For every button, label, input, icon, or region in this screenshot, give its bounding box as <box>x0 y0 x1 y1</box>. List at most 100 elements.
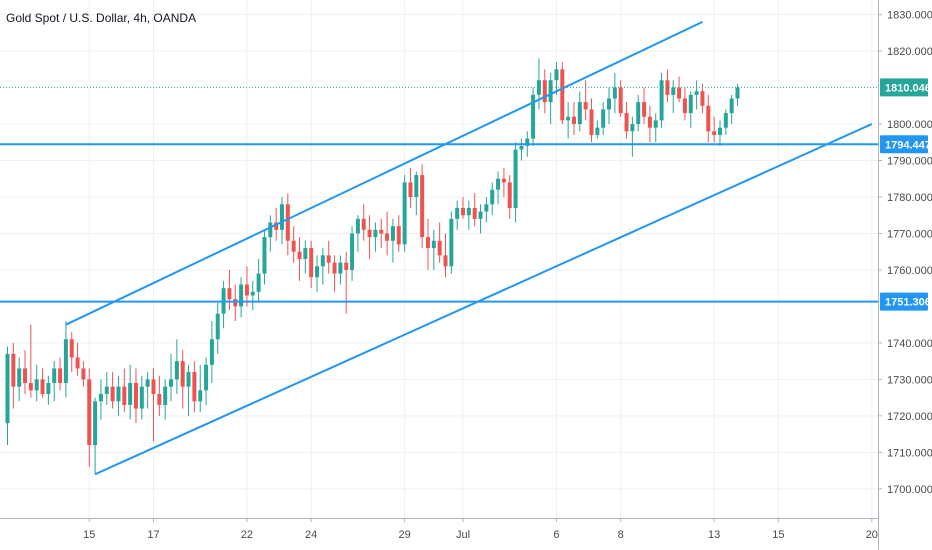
candle-body <box>361 218 366 230</box>
price-label-box <box>880 135 928 154</box>
price-tick-label: 1820.000 <box>887 46 932 58</box>
candle-body <box>104 386 109 394</box>
candle-body <box>204 364 209 391</box>
horizontal-lines <box>0 86 878 303</box>
candle-body <box>5 353 10 424</box>
time-tick-label: 13 <box>708 529 720 541</box>
candle-body <box>688 94 693 114</box>
candle-body <box>209 339 214 365</box>
candle-body <box>659 80 664 121</box>
candle-body <box>93 401 98 446</box>
candle-body <box>589 109 594 135</box>
candle-body <box>133 383 138 409</box>
candle-body <box>326 255 331 263</box>
candle-body <box>75 357 80 369</box>
price-label-text: 1810.046 <box>885 82 931 94</box>
candle-body <box>466 207 471 216</box>
candle-body <box>542 80 547 103</box>
candle-body <box>571 116 576 125</box>
time-tick-label: 24 <box>305 529 317 541</box>
candle-body <box>163 386 168 405</box>
candle-body <box>490 189 495 205</box>
candle-body <box>583 102 588 110</box>
candle-body <box>612 87 617 99</box>
candle-body <box>87 379 92 446</box>
candle-body <box>525 138 530 146</box>
candle-body <box>320 255 325 267</box>
candle-body <box>58 368 63 384</box>
time-axis[interactable]: 15 17 22 24 29 Jul 6 8 13 15 20 <box>0 518 878 541</box>
candle-body <box>472 207 477 219</box>
candle-body <box>455 207 460 219</box>
candle-body <box>624 113 629 132</box>
candle-body <box>665 80 670 95</box>
candle-body <box>17 368 22 387</box>
candle-body <box>700 91 705 106</box>
candle-body <box>40 379 45 394</box>
candle-body <box>315 266 320 278</box>
candle-body <box>227 288 232 300</box>
candle-body <box>169 379 174 387</box>
candle-body <box>192 372 197 402</box>
candle-body <box>682 98 687 114</box>
candle-body <box>262 237 267 274</box>
candle-body <box>355 218 360 234</box>
candle-body <box>706 105 711 132</box>
price-tick-label: 1720.000 <box>887 411 932 423</box>
candle-body <box>414 175 419 197</box>
candle-body <box>344 262 349 270</box>
candle-body <box>717 127 722 135</box>
candle-body <box>461 207 466 216</box>
candle-body <box>449 218 454 267</box>
candle-body <box>23 368 28 384</box>
candle-body <box>712 131 717 135</box>
candle-body <box>338 262 343 274</box>
price-tick-label: 1790.000 <box>887 156 932 168</box>
candle-body <box>601 109 606 128</box>
candle-body <box>431 240 436 249</box>
candle-body <box>577 102 582 125</box>
candle-body <box>116 386 121 402</box>
time-tick-label: 8 <box>618 529 624 541</box>
price-axis[interactable]: 1700.000 1710.000 1720.000 1730.000 1740.000… <box>878 0 932 550</box>
price-label-text: 1751.306 <box>885 297 931 309</box>
candle-body <box>52 368 57 384</box>
candle-body <box>531 94 536 139</box>
candle-body <box>425 237 430 249</box>
price-tick-label: 1730.000 <box>887 374 932 386</box>
candle-body <box>46 383 51 394</box>
chart-title: Gold Spot / U.S. Dollar, 4h, OANDA <box>6 11 196 25</box>
candle-body <box>63 339 68 384</box>
candle-body <box>618 87 623 114</box>
price-tick-label: 1740.000 <box>887 338 932 350</box>
time-tick-label: 15 <box>772 529 784 541</box>
candle-body <box>332 262 337 274</box>
price-label-text: 1794.447 <box>885 139 931 151</box>
candle-body <box>186 372 191 387</box>
candle-body <box>496 178 501 190</box>
price-tick-label: 1830.000 <box>887 10 932 22</box>
candle-body <box>647 116 652 128</box>
candle-body <box>478 211 483 219</box>
candle-body <box>677 87 682 99</box>
candle-body <box>180 361 185 387</box>
candle-body <box>81 368 86 380</box>
price-label-box <box>880 78 928 97</box>
price-tick-label: 1700.000 <box>887 484 932 496</box>
candle-body <box>157 393 162 405</box>
candle-body <box>548 80 553 103</box>
candle-body <box>28 383 33 391</box>
candle-body <box>723 113 728 128</box>
time-tick-label: 20 <box>866 529 878 541</box>
candle-body <box>122 386 127 405</box>
time-tick-label: 17 <box>147 529 159 541</box>
candle-body <box>671 87 676 95</box>
time-tick-label: Jul <box>456 529 470 541</box>
candle-body <box>367 229 372 238</box>
candle-body <box>244 284 249 296</box>
candle-body <box>145 379 150 387</box>
time-tick-label: 15 <box>83 529 95 541</box>
candle-body <box>98 393 103 402</box>
candle-body <box>554 69 559 81</box>
